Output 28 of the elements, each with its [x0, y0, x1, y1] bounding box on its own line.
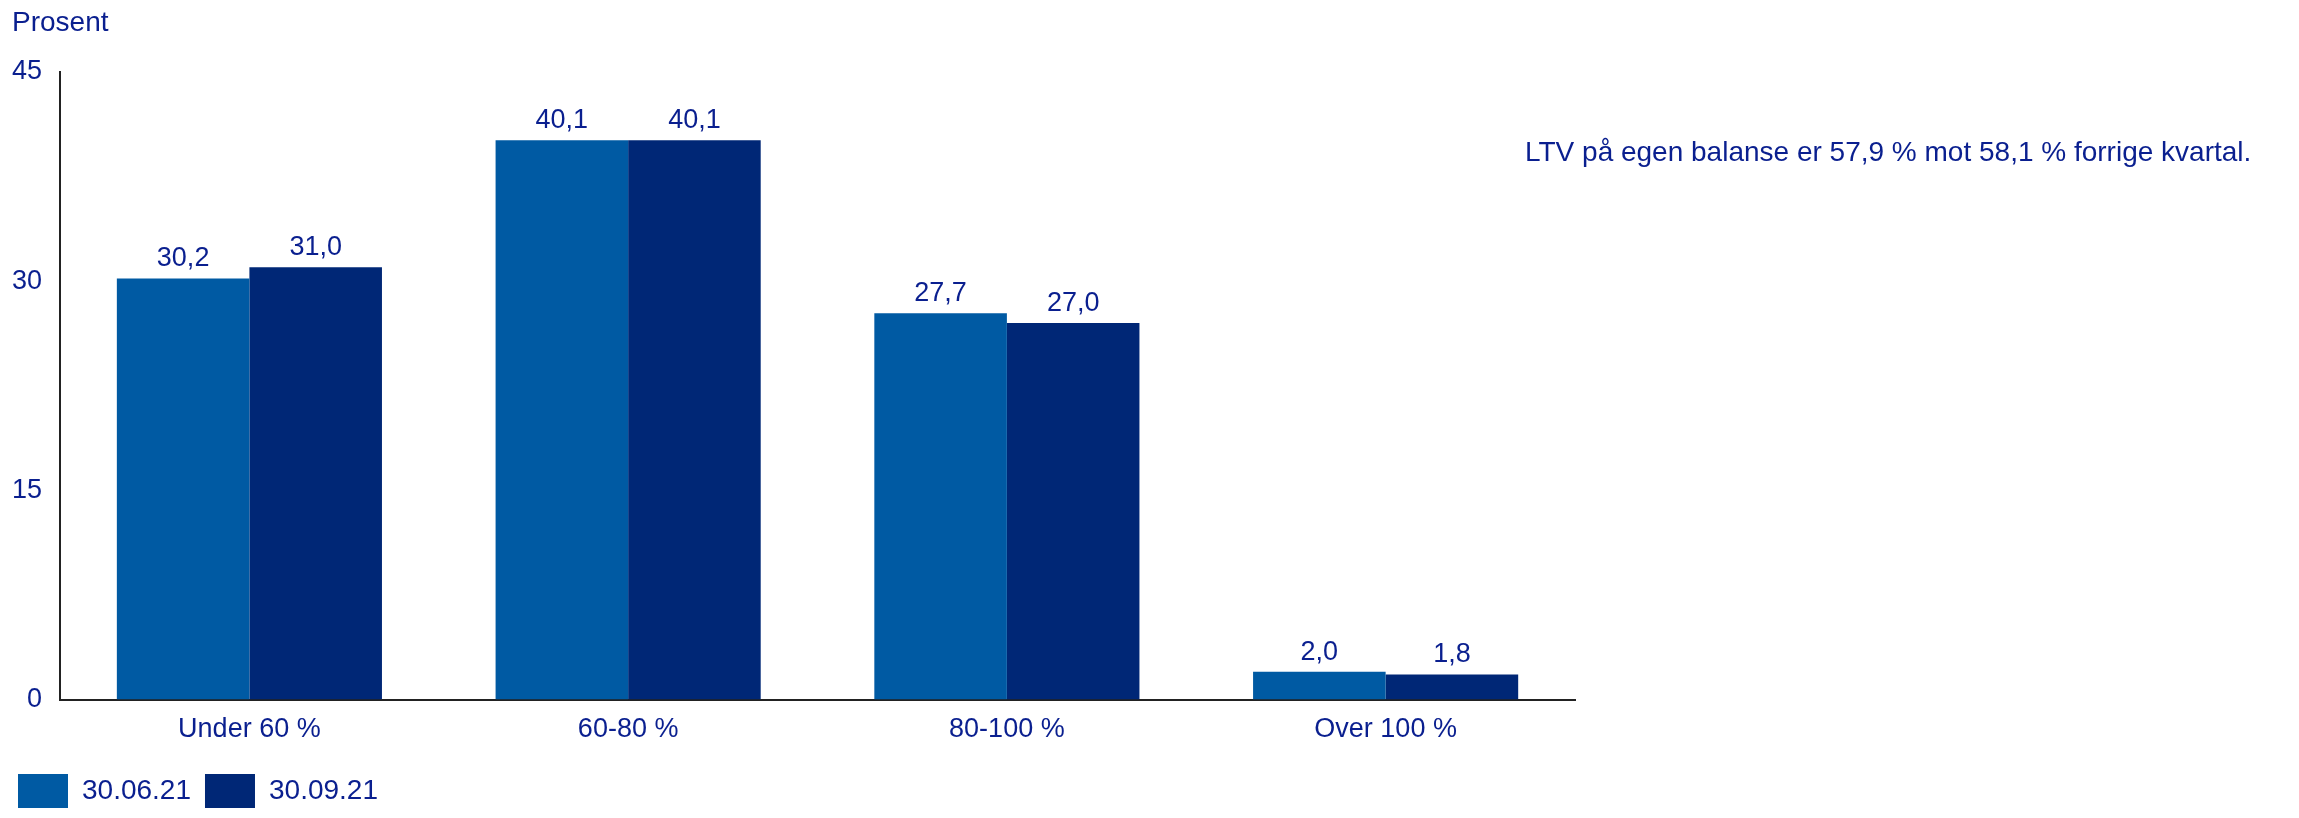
- data-label: 31,0: [289, 231, 342, 262]
- data-label: 27,0: [1046, 286, 1100, 317]
- data-label: 40,1: [535, 104, 589, 135]
- y-tick-label: 15: [11, 473, 43, 504]
- data-label: 27,7: [914, 277, 967, 308]
- x-tick-label: 60-80 %: [577, 713, 679, 744]
- data-label: 40,1: [668, 104, 721, 135]
- bar: [249, 267, 382, 700]
- x-tick-label: Over 100 %: [1314, 713, 1457, 744]
- bar: [116, 278, 250, 700]
- y-tick-label: 0: [27, 683, 43, 714]
- data-label: 1,8: [1433, 638, 1471, 669]
- legend-label: 30.06.21: [82, 773, 191, 805]
- y-axis-title: Prosent: [12, 6, 109, 38]
- bar: [1385, 674, 1519, 700]
- bar: [495, 140, 629, 700]
- annotation: LTV på egen balanse er 57,9 % mot 58,1 % forrige kvartal.: [1525, 135, 2253, 169]
- bar: [1006, 323, 1140, 700]
- legend-label: 30.09.21: [268, 773, 378, 805]
- bar: [874, 313, 1007, 700]
- data-label: 30,2: [156, 242, 210, 273]
- data-label: 2,0: [1300, 635, 1339, 666]
- bar: [628, 140, 761, 700]
- y-tick-label: 45: [11, 55, 43, 86]
- x-tick-label: 80-100 %: [949, 713, 1065, 744]
- y-tick-label: 30: [11, 264, 43, 295]
- bar: [1253, 671, 1386, 700]
- x-tick-label: Under 60 %: [178, 713, 321, 744]
